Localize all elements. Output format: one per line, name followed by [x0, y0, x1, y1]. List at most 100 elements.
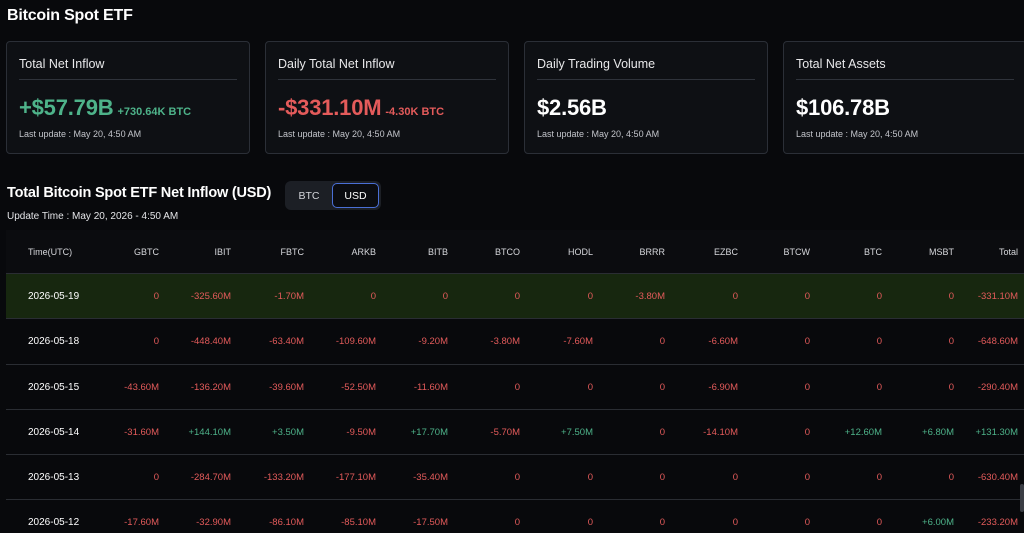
- table-cell: -32.90M: [196, 517, 231, 528]
- card-label: Total Net Inflow: [19, 57, 105, 71]
- table-cell: 0: [153, 291, 159, 302]
- table-cell: -11.60M: [413, 382, 448, 393]
- table-cell: 0: [587, 291, 593, 302]
- row-date: 2026-05-14: [28, 427, 80, 438]
- table-cell: -233.20M: [977, 517, 1018, 528]
- table-cell: 0: [659, 382, 665, 393]
- section-title: Total Bitcoin Spot ETF Net Inflow (USD): [7, 185, 272, 201]
- table-row: 2026-05-15 -43.60M -136.20M -39.60M -52.50M -…: [6, 364, 1024, 410]
- table-cell: 0: [514, 291, 520, 302]
- table-cell: 0: [876, 336, 882, 347]
- table-cell: -85.10M: [341, 517, 376, 528]
- table-cell: 0: [948, 382, 954, 393]
- column-header[interactable]: ARKB: [351, 246, 376, 257]
- table-cell: 0: [370, 291, 376, 302]
- table-cell: 0: [659, 427, 665, 438]
- summary-card: Total Net Assets $106.78B Last update : Ma…: [783, 41, 1024, 154]
- table-cell: 0: [153, 472, 159, 483]
- table-cell: 0: [804, 382, 810, 393]
- column-header[interactable]: BTC: [864, 246, 882, 257]
- summary-card: Daily Trading Volume $2.56B Last update : …: [524, 41, 768, 154]
- table-cell: 0: [804, 517, 810, 528]
- card-last-update: Last update : May 20, 4:50 AM: [19, 129, 142, 139]
- table-cell: -3.80M: [490, 336, 520, 347]
- card-label: Daily Total Net Inflow: [278, 57, 395, 71]
- card-divider: [278, 79, 496, 80]
- vertical-scrollbar[interactable]: [1020, 484, 1024, 512]
- summary-cards: Total Net Inflow +$57.79B +730.64K BTC Last…: [6, 41, 1024, 154]
- update-time: Update Time : May 20, 2026 - 4:50 AM: [7, 211, 179, 222]
- table-cell: -31.60M: [124, 427, 159, 438]
- table-cell: -86.10M: [269, 517, 304, 528]
- table-cell: 0: [948, 291, 954, 302]
- table-cell: 0: [514, 517, 520, 528]
- table-cell: -6.90M: [708, 382, 738, 393]
- table-cell: 0: [804, 472, 810, 483]
- table-cell: +17.70M: [410, 427, 448, 438]
- table-cell: 0: [948, 336, 954, 347]
- table-cell: 0: [876, 472, 882, 483]
- toggle-usd-button[interactable]: USD: [332, 183, 379, 208]
- card-sub-value: -4.30K BTC: [385, 106, 445, 118]
- card-value-line: +$57.79B +730.64K BTC: [19, 95, 191, 121]
- table-cell: -9.20M: [418, 336, 448, 347]
- card-sub-value: +730.64K BTC: [117, 106, 192, 118]
- table-cell: 0: [876, 382, 882, 393]
- column-header[interactable]: GBTC: [133, 246, 159, 257]
- toggle-btc-button[interactable]: BTC: [298, 189, 320, 202]
- row-date: 2026-05-13: [28, 472, 80, 483]
- table-cell: -448.40M: [190, 336, 231, 347]
- table-cell: -17.60M: [124, 517, 159, 528]
- table-cell: -331.10M: [977, 291, 1018, 302]
- row-date: 2026-05-12: [28, 517, 80, 528]
- card-value: +$57.79B: [19, 95, 114, 120]
- table-cell: 0: [514, 472, 520, 483]
- table-cell: -39.60M: [269, 382, 304, 393]
- table-cell: 0: [732, 291, 738, 302]
- table-cell: -290.40M: [977, 382, 1018, 393]
- column-header[interactable]: IBIT: [214, 246, 231, 257]
- card-label: Daily Trading Volume: [537, 57, 656, 71]
- column-header[interactable]: Total: [998, 246, 1018, 257]
- column-header[interactable]: FBTC: [280, 246, 305, 257]
- table-cell: +131.30M: [975, 427, 1018, 438]
- column-header[interactable]: BTCO: [494, 246, 520, 257]
- column-header[interactable]: HODL: [567, 246, 593, 257]
- table-cell: 0: [732, 517, 738, 528]
- net-inflow-table: Time(UTC) GBTC IBIT FBTC ARKB BITB BTCO HODL BRR…: [6, 230, 1024, 533]
- column-header[interactable]: EZBC: [713, 246, 738, 257]
- table-cell: 0: [442, 291, 448, 302]
- table-cell: 0: [804, 427, 810, 438]
- summary-card: Daily Total Net Inflow -$331.10M -4.30K BT…: [265, 41, 509, 154]
- table-cell: -35.40M: [413, 472, 448, 483]
- table-cell: +6.00M: [922, 517, 954, 528]
- currency-toggle: BTC USD: [285, 181, 381, 210]
- table-cell: -133.20M: [263, 472, 304, 483]
- table-row: 2026-05-14 -31.60M +144.10M +3.50M -9.50M +17…: [6, 409, 1024, 455]
- table-cell: -1.70M: [274, 291, 304, 302]
- table-cell: -630.40M: [977, 472, 1018, 483]
- column-header[interactable]: Time(UTC): [28, 246, 73, 257]
- column-header[interactable]: MSBT: [928, 246, 954, 257]
- table-cell: 0: [732, 472, 738, 483]
- table-cell: +12.60M: [844, 427, 882, 438]
- column-header[interactable]: BRRR: [639, 246, 665, 257]
- table-cell: 0: [514, 382, 520, 393]
- card-last-update: Last update : May 20, 4:50 AM: [796, 129, 919, 139]
- table-cell: +7.50M: [561, 427, 593, 438]
- table-cell: -325.60M: [190, 291, 231, 302]
- table-cell: -52.50M: [341, 382, 376, 393]
- table-cell: -136.20M: [190, 382, 231, 393]
- table-cell: -7.60M: [563, 336, 593, 347]
- column-header[interactable]: BTCW: [783, 246, 811, 257]
- card-value: $2.56B: [537, 95, 607, 120]
- column-header[interactable]: BITB: [427, 246, 448, 257]
- table-cell: -63.40M: [269, 336, 304, 347]
- table-cell: 0: [153, 336, 159, 347]
- table-cell: -6.60M: [708, 336, 738, 347]
- table-cell: 0: [804, 336, 810, 347]
- table-cell: 0: [587, 472, 593, 483]
- table-cell: -3.80M: [635, 291, 665, 302]
- table-row: 2026-05-18 0 -448.40M -63.40M -109.60M -9.20M…: [6, 318, 1024, 364]
- table-cell: -648.60M: [977, 336, 1018, 347]
